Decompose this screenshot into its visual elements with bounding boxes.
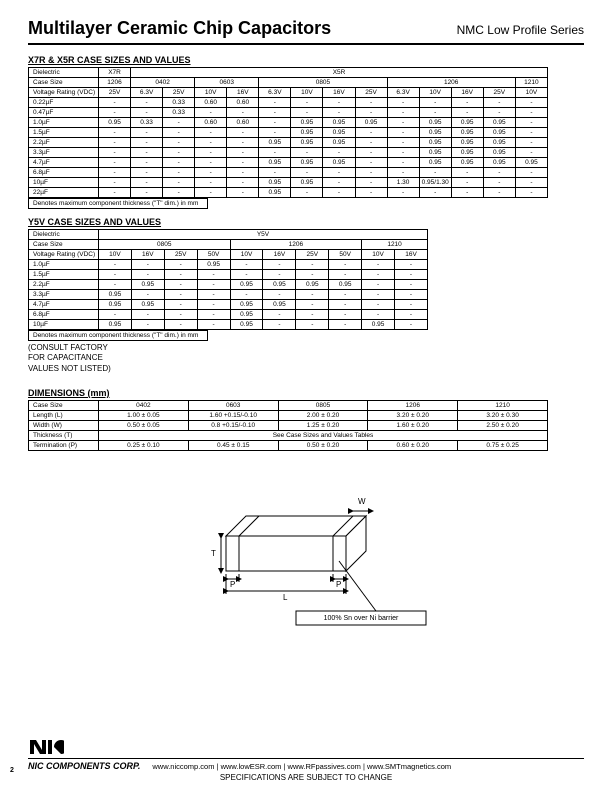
y5v-table: DielectricY5VCase Size080512061210Voltag… (28, 229, 428, 330)
footer-links: www.niccomp.com | www.lowESR.com | www.R… (152, 762, 451, 771)
dim-p-label-2: P (336, 580, 341, 589)
page-footer: NIC COMPONENTS CORP. www.niccomp.com | w… (0, 758, 612, 782)
thickness-note-2: Denotes maximum component thickness ("T"… (29, 331, 208, 341)
dim-w-label: W (358, 497, 366, 506)
dimensions-table: Case Size04020603080512061210Length (L)1… (28, 400, 548, 451)
dim-p-label: P (230, 580, 235, 589)
page-header: Multilayer Ceramic Chip Capacitors NMC L… (28, 18, 584, 45)
y5v-heading: Y5V CASE SIZES AND VALUES (28, 217, 584, 227)
x7r-x5r-table: DielectricX7RX5RCase Size120604020603080… (28, 67, 548, 198)
chip-diagram: W T P P L 100% Sn over Ni barrier (176, 476, 436, 648)
dimensions-heading: DIMENSIONS (mm) (28, 388, 584, 398)
nic-logo-icon (28, 736, 64, 760)
footer-corp: NIC COMPONENTS CORP. (28, 761, 140, 771)
callout-text: 100% Sn over Ni barrier (324, 615, 399, 622)
consult-note: (CONSULT FACTORY FOR CAPACITANCE VALUES … (28, 343, 584, 374)
footer-disclaimer: SPECIFICATIONS ARE SUBJECT TO CHANGE (28, 773, 584, 782)
dim-t-label: T (211, 549, 216, 558)
dim-l-label: L (283, 593, 288, 602)
page-title: Multilayer Ceramic Chip Capacitors (28, 18, 331, 39)
thickness-note-1: Denotes maximum component thickness ("T"… (29, 199, 208, 209)
series-name: NMC Low Profile Series (457, 23, 584, 37)
x7r-x5r-heading: X7R & X5R CASE SIZES AND VALUES (28, 55, 584, 65)
